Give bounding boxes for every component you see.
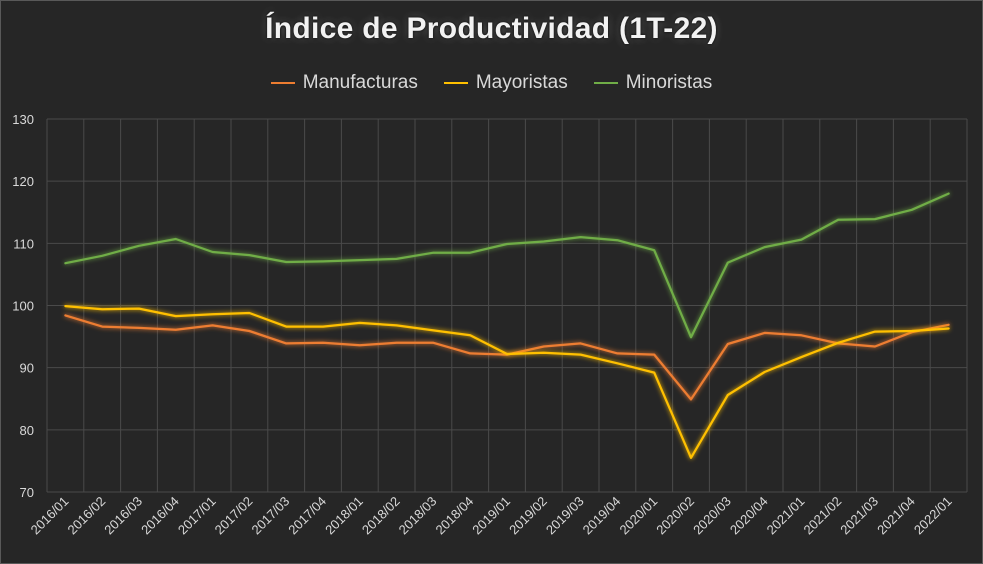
y-tick-label: 100 bbox=[12, 299, 34, 314]
x-tick-label: 2016/03 bbox=[101, 494, 145, 538]
x-tick-label: 2016/04 bbox=[138, 494, 182, 538]
legend-swatch-mayoristas bbox=[443, 82, 468, 84]
x-tick-label: 2019/03 bbox=[543, 494, 587, 538]
x-tick-label: 2019/04 bbox=[580, 494, 624, 538]
x-tick-label: 2021/02 bbox=[800, 494, 844, 538]
series-line-minoristas bbox=[64, 192, 950, 339]
x-tick-label: 2018/03 bbox=[396, 494, 440, 538]
legend-label-minoristas: Minoristas bbox=[625, 72, 713, 93]
legend-item-mayoristas: Mayoristas bbox=[443, 72, 568, 94]
x-tick-label: 2022/01 bbox=[911, 494, 955, 538]
series-line-manufacturas bbox=[64, 314, 950, 401]
x-tick-label: 2017/02 bbox=[212, 494, 256, 538]
x-tick-label: 2019/02 bbox=[506, 494, 550, 538]
series-layer bbox=[64, 192, 950, 459]
x-tick-label: 2021/03 bbox=[837, 494, 881, 538]
y-tick-label: 110 bbox=[13, 236, 34, 251]
x-tick-label: 2020/02 bbox=[653, 494, 697, 538]
x-tick-label: 2016/02 bbox=[64, 494, 108, 538]
x-tick-label: 2020/01 bbox=[616, 494, 660, 538]
y-tick-label: 80 bbox=[20, 423, 34, 438]
legend-label-mayoristas: Mayoristas bbox=[475, 72, 568, 93]
legend-swatch-manufacturas bbox=[270, 82, 295, 84]
x-tick-label: 2017/01 bbox=[175, 494, 219, 538]
chart-title: Índice de Productividad (1T-22) bbox=[265, 12, 718, 45]
legend-label-manufacturas: Manufacturas bbox=[302, 72, 418, 93]
axis-layer: 7080901001101201302016/012016/022016/032… bbox=[12, 112, 954, 537]
x-tick-label: 2020/03 bbox=[690, 494, 734, 538]
x-tick-label: 2018/04 bbox=[432, 494, 476, 538]
x-tick-label: 2021/01 bbox=[764, 494, 808, 538]
x-tick-label: 2018/02 bbox=[359, 494, 403, 538]
y-tick-label: 120 bbox=[12, 174, 34, 189]
x-tick-label: 2017/03 bbox=[248, 494, 292, 538]
y-tick-label: 90 bbox=[20, 361, 34, 376]
legend: Manufacturas Mayoristas Minoristas bbox=[0, 72, 983, 94]
x-tick-label: 2021/04 bbox=[874, 494, 918, 538]
x-tick-label: 2019/01 bbox=[469, 494, 513, 538]
x-tick-label: 2018/01 bbox=[322, 494, 366, 538]
x-tick-label: 2017/04 bbox=[285, 494, 329, 538]
legend-item-minoristas: Minoristas bbox=[593, 72, 713, 94]
grid-layer bbox=[46, 118, 968, 493]
x-tick-label: 2016/01 bbox=[28, 494, 72, 538]
series-line-mayoristas bbox=[64, 304, 950, 459]
x-tick-label: 2020/04 bbox=[727, 494, 771, 538]
y-tick-label: 130 bbox=[12, 112, 34, 127]
legend-swatch-minoristas bbox=[593, 82, 618, 84]
y-tick-label: 70 bbox=[20, 485, 34, 500]
legend-item-manufacturas: Manufacturas bbox=[270, 72, 418, 94]
